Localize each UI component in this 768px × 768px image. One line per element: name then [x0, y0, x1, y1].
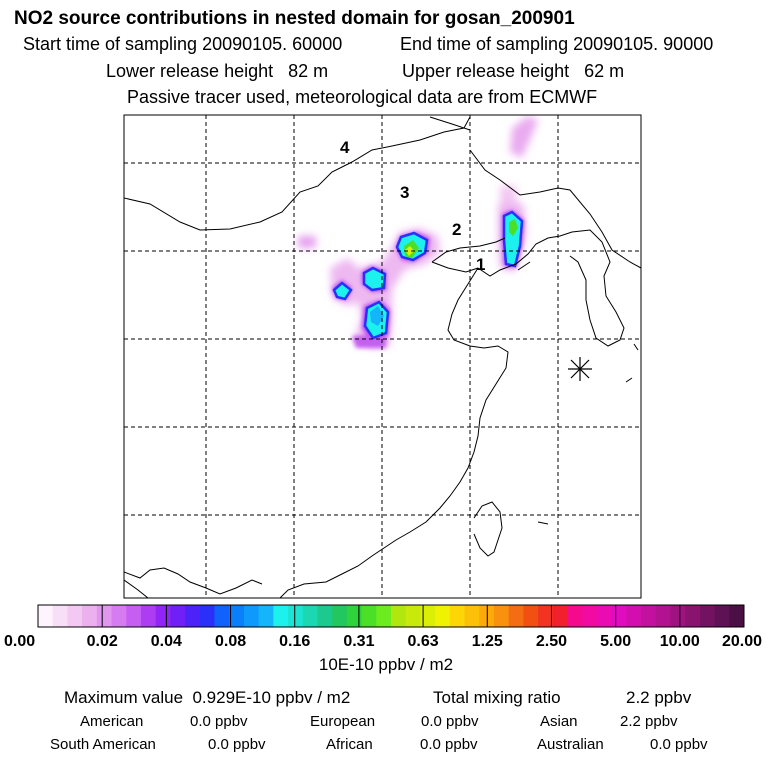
total-mixing-value: 2.2 ppbv [626, 688, 692, 707]
colorbar-tick-label: 1.25 [472, 633, 503, 650]
colorbar-cell [185, 605, 201, 627]
colorbar-cell [405, 605, 421, 627]
colorbar-cell [464, 605, 480, 627]
colorbar-tick-label: 0.02 [87, 633, 118, 650]
region-name: American [80, 713, 143, 730]
region-name: South American [50, 736, 156, 753]
plume-layer [298, 116, 538, 348]
colorbar-tick-label: 0.04 [151, 633, 182, 650]
colorbar-frame [37, 604, 745, 628]
map-panel: 1 2 3 4 [123, 114, 642, 599]
colorbar-cell [670, 605, 686, 627]
max-value-label: Maximum value 0.929E-10 ppbv / m2 [64, 688, 350, 707]
colorbar-cell [699, 605, 715, 627]
colorbar-cell [508, 605, 524, 627]
colorbar-cell [552, 605, 568, 627]
region-name: African [326, 736, 373, 753]
colorbar-cell [111, 605, 127, 627]
colorbar-cell [170, 605, 186, 627]
colorbar-cell [288, 605, 304, 627]
colorbar-cell [611, 605, 627, 627]
colorbar-cell [493, 605, 510, 627]
colorbar-cell [82, 605, 98, 627]
colorbar-cell [229, 605, 245, 627]
colorbar: 0.00 0.02 0.04 0.08 0.16 0.31 0.63 1.25 2.50 5.00… [4, 604, 762, 674]
coastlines [124, 116, 641, 598]
tracer-note: Passive tracer used, meteorological data… [127, 87, 597, 107]
region-value: 0.0 ppbv [421, 713, 479, 730]
colorbar-tick-label: 0.16 [279, 633, 310, 650]
region-name: Australian [537, 736, 604, 753]
colorbar-tick-label: 20.00 [722, 633, 762, 650]
region-label-2: 2 [452, 220, 461, 239]
colorbar-cell [523, 605, 539, 627]
grid-lines [124, 115, 641, 598]
colorbar-cell [376, 605, 392, 627]
colorbar-cell [126, 605, 142, 627]
region-label-3: 3 [400, 183, 409, 202]
colorbar-cell [199, 605, 215, 627]
page-title: NO2 source contributions in nested domai… [14, 8, 575, 29]
colorbar-cell [155, 605, 171, 627]
colorbar-cell [596, 605, 613, 627]
region-value: 2.2 ppbv [620, 713, 678, 730]
colorbar-cell [729, 605, 745, 627]
colorbar-cell [685, 605, 701, 627]
colorbar-cell [714, 605, 730, 627]
colorbar-cell [52, 605, 68, 627]
colorbar-cell [38, 605, 54, 627]
colorbar-cell [361, 605, 377, 627]
colorbar-cell [317, 605, 333, 627]
colorbar-cell [626, 605, 642, 627]
summary-block: Maximum value 0.929E-10 ppbv / m2 Total … [50, 688, 708, 753]
colorbar-cell [243, 605, 260, 627]
colorbar-tick-label: 10.00 [660, 633, 700, 650]
colorbar-cells [38, 605, 745, 627]
colorbar-tick-label: 5.00 [600, 633, 631, 650]
colorbar-tick-label: 0.08 [215, 633, 246, 650]
colorbar-cell [332, 605, 348, 627]
colorbar-cell [538, 605, 554, 627]
colorbar-tick-label: 0.63 [408, 633, 439, 650]
colorbar-cell [582, 605, 598, 627]
colorbar-cell [391, 605, 407, 627]
region-value: 0.0 ppbv [420, 736, 478, 753]
end-time-label: End time of sampling 20090105. 90000 [400, 34, 713, 54]
colorbar-cell [420, 605, 436, 627]
colorbar-cell [140, 605, 157, 627]
colorbar-tick-label: 0.00 [4, 633, 35, 650]
colorbar-cell [346, 605, 362, 627]
region-name: Asian [540, 713, 578, 730]
map-frame [123, 114, 642, 599]
region-value: 0.0 ppbv [190, 713, 248, 730]
colorbar-tick-label: 2.50 [536, 633, 567, 650]
colorbar-cell [567, 605, 583, 627]
colorbar-ticks: 0.00 0.02 0.04 0.08 0.16 0.31 0.63 1.25 2.50 5.00… [4, 605, 762, 650]
colorbar-cell [67, 605, 83, 627]
station-star-icon [568, 357, 592, 381]
start-time-label: Start time of sampling 20090105. 60000 [23, 34, 342, 54]
colorbar-cell [655, 605, 671, 627]
colorbar-unit: 10E-10 ppbv / m2 [319, 655, 453, 674]
total-mixing-label: Total mixing ratio [433, 688, 561, 707]
region-value: 0.0 ppbv [650, 736, 708, 753]
region-label-1: 1 [476, 255, 485, 274]
colorbar-cell [435, 605, 451, 627]
region-value: 0.0 ppbv [208, 736, 266, 753]
lower-release-label: Lower release height 82 m [106, 61, 328, 81]
colorbar-cell [96, 605, 112, 627]
colorbar-cell [302, 605, 318, 627]
colorbar-cell [273, 605, 289, 627]
region-label-4: 4 [340, 138, 350, 157]
colorbar-cell [258, 605, 274, 627]
region-name: European [310, 713, 375, 730]
colorbar-cell [214, 605, 230, 627]
colorbar-cell [641, 605, 657, 627]
colorbar-cell [449, 605, 465, 627]
upper-release-label: Upper release height 62 m [402, 61, 624, 81]
colorbar-tick-label: 0.31 [343, 633, 374, 650]
